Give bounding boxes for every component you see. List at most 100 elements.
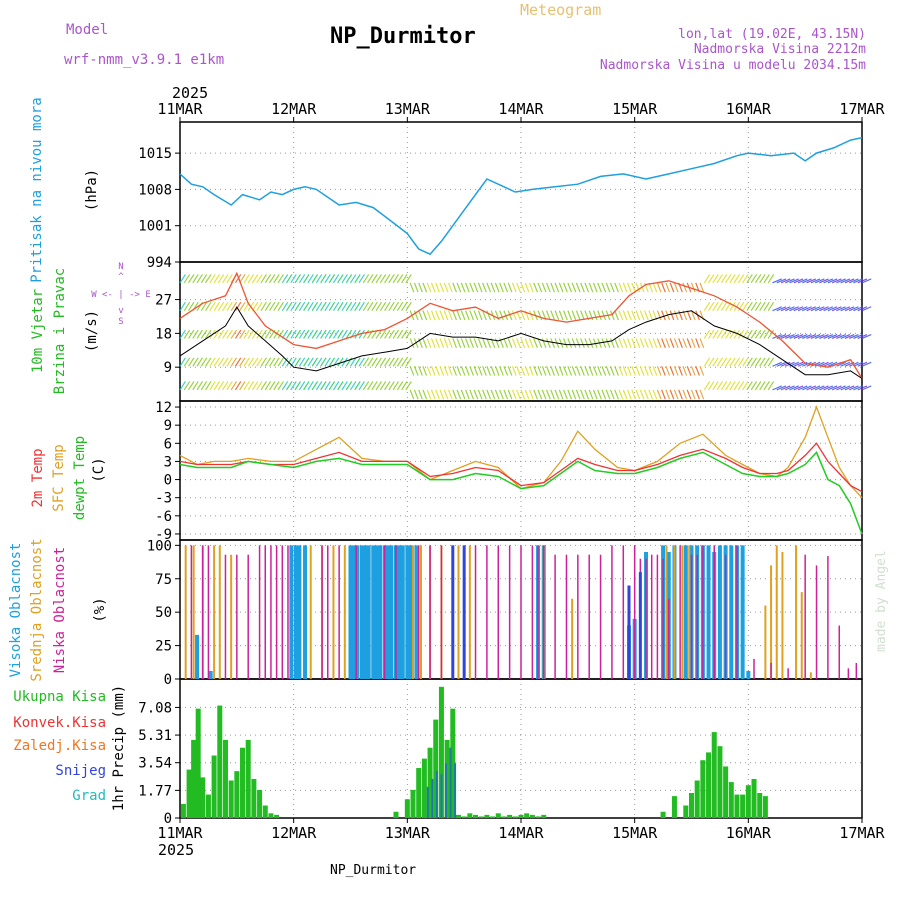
wind-barb bbox=[405, 301, 412, 311]
wind-barb bbox=[179, 301, 186, 311]
wind-barb bbox=[618, 282, 624, 293]
wind-barb bbox=[422, 338, 428, 348]
wind-barb bbox=[405, 357, 412, 367]
wind-barb bbox=[528, 310, 534, 321]
wind-barb bbox=[806, 334, 817, 340]
wind-barb bbox=[669, 310, 675, 321]
wind-barb bbox=[294, 329, 301, 339]
precip-bar bbox=[257, 789, 263, 818]
wind-barb bbox=[192, 381, 199, 391]
wind-barb bbox=[435, 338, 440, 348]
snow-bar bbox=[449, 747, 452, 818]
wind-barb bbox=[435, 282, 440, 293]
wind-barb bbox=[802, 385, 812, 391]
wind-barb bbox=[699, 338, 705, 348]
wind-barb bbox=[460, 389, 466, 400]
wind-barb bbox=[827, 306, 838, 312]
wind-barb bbox=[648, 338, 654, 348]
wind-barb bbox=[315, 274, 323, 284]
wind-barb bbox=[490, 282, 496, 293]
wind-barb bbox=[754, 274, 762, 284]
precip-bar bbox=[706, 752, 712, 818]
wind-barb bbox=[639, 389, 645, 400]
wind-barb bbox=[490, 366, 496, 376]
wind-barb bbox=[708, 329, 715, 339]
wind-barb bbox=[584, 338, 590, 348]
precip-bar bbox=[404, 799, 410, 818]
wind-barb bbox=[575, 310, 581, 321]
wind-barb bbox=[286, 274, 293, 284]
wind-barb bbox=[661, 338, 666, 348]
wind-barb bbox=[806, 306, 817, 312]
wind-barb bbox=[494, 338, 500, 348]
wind-barb bbox=[533, 282, 538, 293]
wind-barb bbox=[780, 385, 791, 391]
wind-barb bbox=[332, 301, 340, 311]
wind-barb bbox=[819, 278, 829, 284]
wind-barb bbox=[814, 278, 825, 284]
wind-barb bbox=[605, 282, 611, 293]
precip-bar bbox=[205, 794, 211, 818]
wind-barb bbox=[656, 282, 662, 293]
wind-barb bbox=[507, 366, 513, 376]
wind-speed-line bbox=[179, 306, 863, 379]
wind-barb bbox=[631, 389, 637, 400]
wind-barb bbox=[546, 338, 551, 348]
wind-barb bbox=[537, 310, 543, 321]
wind-barb bbox=[205, 357, 212, 367]
date-tick-label: 16MAR bbox=[726, 100, 772, 118]
wind-barb bbox=[196, 274, 203, 284]
wind-barb bbox=[656, 338, 662, 348]
year-top: 2025 bbox=[172, 84, 208, 102]
wind-ylabel-2: Brzina i Pravac bbox=[52, 268, 68, 394]
wind-barb bbox=[503, 282, 509, 293]
wind-barb bbox=[303, 329, 310, 339]
wind-barb bbox=[554, 310, 560, 321]
wind-barb bbox=[528, 389, 534, 400]
wind-barb bbox=[392, 301, 400, 311]
precip-bar bbox=[450, 708, 456, 818]
wind-barb bbox=[349, 381, 357, 391]
precip-bar bbox=[222, 739, 228, 818]
wind-barb bbox=[477, 310, 483, 321]
wind-barb bbox=[558, 338, 564, 348]
station-title: NP_Durmitor bbox=[330, 24, 476, 49]
wind-barb bbox=[823, 385, 834, 391]
y-tick-label: 1.77 bbox=[138, 783, 172, 799]
wind-barb bbox=[644, 389, 649, 400]
snow-bar bbox=[440, 774, 443, 818]
precip-bar bbox=[660, 811, 666, 818]
wind-barb bbox=[763, 329, 770, 339]
wind-barb bbox=[277, 301, 284, 311]
wind-barb bbox=[767, 381, 775, 391]
wind-barb bbox=[520, 389, 526, 400]
wind-barb bbox=[307, 301, 314, 311]
wind-barb bbox=[609, 389, 615, 400]
wind-barb bbox=[234, 301, 242, 311]
wind-barb bbox=[362, 329, 370, 339]
y-tick-label: 7.08 bbox=[138, 700, 172, 716]
wind-barb bbox=[733, 357, 741, 367]
wind-barb bbox=[456, 389, 462, 400]
wind-barb bbox=[413, 389, 419, 400]
wind-barb bbox=[239, 329, 246, 339]
wind-barb bbox=[776, 361, 787, 367]
wind-barb bbox=[678, 389, 683, 400]
wind-barb bbox=[473, 338, 479, 348]
wind-barb bbox=[260, 301, 267, 311]
precip-bar bbox=[416, 768, 422, 818]
wind-barb bbox=[196, 329, 203, 339]
wind-barb bbox=[844, 278, 855, 284]
temp-ylabel-1: 2m Temp bbox=[30, 448, 46, 507]
y-tick-label: 3 bbox=[164, 454, 172, 470]
wind-barb bbox=[384, 301, 391, 311]
wind-barb bbox=[315, 329, 323, 339]
wind-barb bbox=[733, 329, 741, 339]
wind-barb bbox=[290, 329, 297, 339]
wind-barb bbox=[409, 389, 415, 400]
wind-barb bbox=[609, 366, 615, 376]
wind-barb bbox=[213, 301, 221, 311]
wind-barb bbox=[401, 329, 408, 339]
wind-barb bbox=[665, 389, 671, 400]
